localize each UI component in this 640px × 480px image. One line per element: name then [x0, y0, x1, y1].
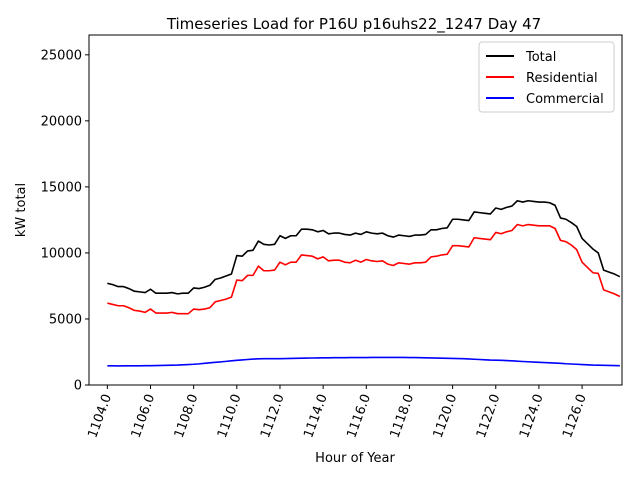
legend-label-commercial: Commercial	[526, 92, 604, 107]
x-tick-label: 1116.0	[344, 392, 374, 440]
series-line-total	[107, 199, 621, 295]
x-axis-label: Hour of Year	[315, 451, 395, 466]
x-tick-label: 1106.0	[129, 392, 159, 440]
series-lines	[107, 199, 621, 367]
y-tick-label: 20000	[41, 114, 82, 129]
chart-title: Timeseries Load for P16U p16uhs22_1247 D…	[166, 15, 541, 34]
x-tick-label: 1114.0	[301, 392, 331, 440]
x-tick-label: 1110.0	[215, 392, 245, 440]
x-tick-label: 1118.0	[388, 392, 418, 440]
plot-area	[88, 34, 623, 386]
x-tick-label: 1124.0	[517, 392, 547, 440]
legend: Total Residential Commercial	[478, 41, 615, 113]
x-tick-label: 1104.0	[85, 392, 115, 440]
y-axis-label: kW total	[14, 183, 29, 237]
x-tick-label: 1122.0	[474, 392, 504, 440]
x-tick-label: 1126.0	[560, 392, 590, 440]
legend-box	[478, 41, 615, 113]
y-tick-label: 10000	[41, 246, 82, 261]
legend-label-total: Total	[525, 50, 556, 65]
x-tick-label: 1120.0	[431, 392, 461, 440]
x-tick-label: 1108.0	[172, 392, 202, 440]
legend-label-residential: Residential	[526, 71, 598, 86]
x-tick-label: 1112.0	[258, 392, 288, 440]
y-tick-label: 15000	[41, 180, 82, 195]
y-tick-label: 0	[74, 379, 82, 394]
y-tick-label: 25000	[41, 48, 82, 63]
series-line-commercial	[107, 356, 620, 367]
y-tick-label: 5000	[49, 312, 82, 327]
series-line-residential	[107, 223, 621, 315]
